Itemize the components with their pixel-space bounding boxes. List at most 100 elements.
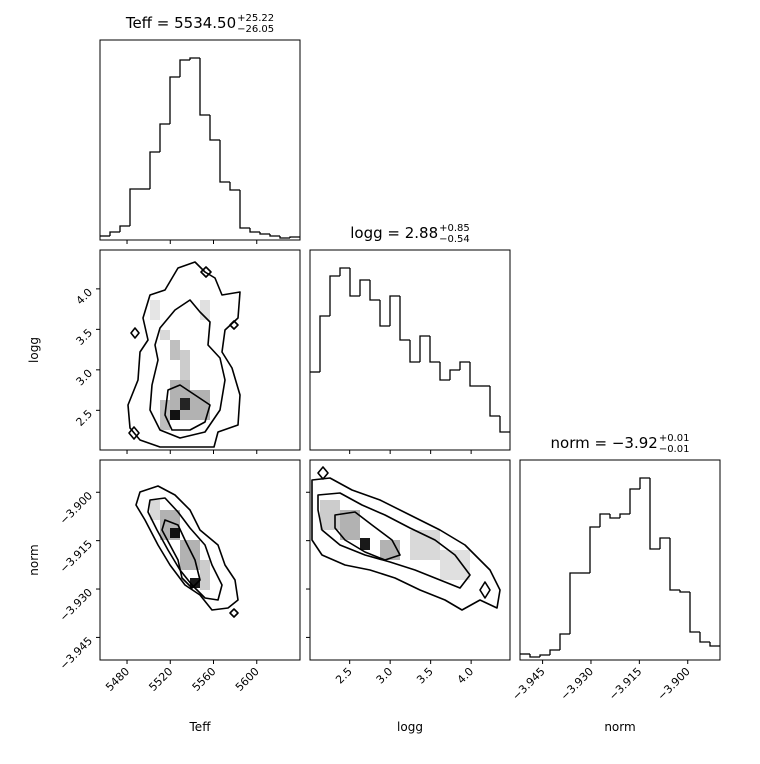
histogram-step bbox=[589, 526, 600, 573]
histogram-step bbox=[539, 654, 550, 657]
histogram-step bbox=[399, 296, 410, 341]
x-tick-label: −3.900 bbox=[655, 665, 693, 703]
histogram-step bbox=[559, 633, 570, 650]
x-axis-label: Teff bbox=[189, 720, 212, 734]
x-tick-label: 3.5 bbox=[414, 665, 436, 687]
histogram-step bbox=[429, 336, 440, 363]
y-tick-label: −3.915 bbox=[57, 538, 95, 576]
x-tick-label: 5600 bbox=[233, 665, 262, 694]
histogram-step bbox=[649, 478, 660, 550]
histogram-step bbox=[499, 416, 510, 433]
histogram-step bbox=[189, 57, 200, 60]
title-upper: +0.01 bbox=[659, 433, 690, 444]
x-tick-label: −3.930 bbox=[558, 665, 596, 703]
histogram-step bbox=[359, 279, 370, 296]
axes-frame bbox=[99, 39, 301, 241]
histogram-step bbox=[249, 228, 260, 233]
axes-frame bbox=[99, 249, 301, 451]
histogram-step bbox=[169, 76, 180, 124]
axes-frame bbox=[519, 459, 721, 661]
histogram-step bbox=[119, 225, 130, 232]
x-tick-label: 5480 bbox=[103, 665, 132, 694]
y-axis-label: logg bbox=[27, 337, 41, 363]
title-lower: −26.05 bbox=[237, 24, 274, 35]
histogram-step bbox=[419, 335, 430, 362]
y-axis-label: norm bbox=[27, 544, 41, 575]
histogram-step bbox=[219, 140, 230, 183]
histogram-step bbox=[599, 513, 610, 527]
histogram-step bbox=[489, 386, 500, 417]
x-tick-label: 5560 bbox=[190, 665, 219, 694]
histogram-step bbox=[319, 315, 330, 372]
histogram-step bbox=[179, 59, 190, 77]
x-tick-label: −3.915 bbox=[606, 665, 644, 703]
x-tick-label: −3.945 bbox=[510, 665, 548, 703]
y-tick-label: 2.5 bbox=[74, 407, 96, 429]
panel-title: norm = −3.92 bbox=[551, 434, 658, 452]
histogram-step bbox=[379, 300, 390, 327]
histogram-step bbox=[629, 488, 640, 514]
histogram-step bbox=[289, 236, 300, 238]
histogram-step bbox=[199, 58, 210, 116]
histogram-step bbox=[449, 369, 460, 380]
density-logg-norm bbox=[320, 500, 470, 580]
y-tick-label: 3.5 bbox=[74, 326, 96, 348]
x-tick-label: 3.0 bbox=[374, 665, 396, 687]
histogram-step bbox=[109, 231, 120, 236]
histogram-step bbox=[469, 362, 480, 387]
histogram-step bbox=[209, 115, 220, 141]
histogram-step bbox=[229, 182, 240, 191]
panel-title: logg = 2.88 bbox=[350, 224, 438, 242]
histogram-step bbox=[569, 572, 580, 634]
axes-frame bbox=[309, 459, 511, 661]
x-tick-label: 5520 bbox=[146, 665, 175, 694]
histogram-step bbox=[339, 267, 350, 276]
histogram-step bbox=[659, 537, 670, 549]
contours-teff-logg bbox=[127, 261, 241, 448]
histogram-step bbox=[529, 654, 540, 658]
x-tick-label: 2.5 bbox=[333, 665, 355, 687]
histogram-step bbox=[699, 632, 710, 643]
histogram-step bbox=[619, 513, 630, 518]
histogram-step bbox=[409, 340, 420, 363]
histogram-step bbox=[639, 477, 650, 489]
histogram-step bbox=[609, 514, 620, 519]
y-tick-label: 4.0 bbox=[74, 286, 96, 308]
histogram-step bbox=[549, 649, 560, 655]
density-teff-logg bbox=[150, 300, 210, 430]
histogram-step bbox=[159, 123, 170, 152]
histogram-step bbox=[459, 361, 470, 370]
histogram-step bbox=[329, 275, 340, 316]
y-tick-label: −3.945 bbox=[57, 634, 95, 672]
histogram-step bbox=[389, 295, 400, 326]
y-tick-label: 3.0 bbox=[74, 367, 96, 389]
histogram-step bbox=[239, 190, 250, 229]
y-tick-label: −3.930 bbox=[57, 586, 95, 624]
histogram-step bbox=[269, 234, 280, 237]
histogram-step bbox=[369, 280, 380, 301]
y-tick-label: −3.900 bbox=[57, 489, 95, 527]
x-axis-label: norm bbox=[604, 720, 635, 734]
histogram-step bbox=[149, 151, 160, 189]
histogram-step bbox=[349, 268, 360, 297]
histogram-step bbox=[669, 538, 680, 591]
histogram-step bbox=[279, 236, 290, 239]
histogram-step bbox=[129, 188, 140, 226]
x-axis-label: logg bbox=[397, 720, 423, 734]
axes-frame bbox=[99, 459, 301, 661]
contours-teff-norm bbox=[135, 485, 239, 618]
title-lower: −0.01 bbox=[659, 444, 690, 455]
panel-title: Teff = 5534.50 bbox=[125, 14, 236, 32]
histogram-step bbox=[439, 362, 450, 381]
histogram-step bbox=[709, 642, 720, 647]
axes-frame bbox=[309, 249, 511, 451]
title-upper: +0.85 bbox=[439, 223, 470, 234]
histogram-step bbox=[259, 232, 270, 235]
title-lower: −0.54 bbox=[439, 234, 470, 245]
histogram-step bbox=[679, 590, 690, 593]
contours-logg-norm bbox=[311, 466, 501, 611]
x-tick-label: 4.0 bbox=[455, 665, 477, 687]
histogram-step bbox=[689, 592, 700, 633]
